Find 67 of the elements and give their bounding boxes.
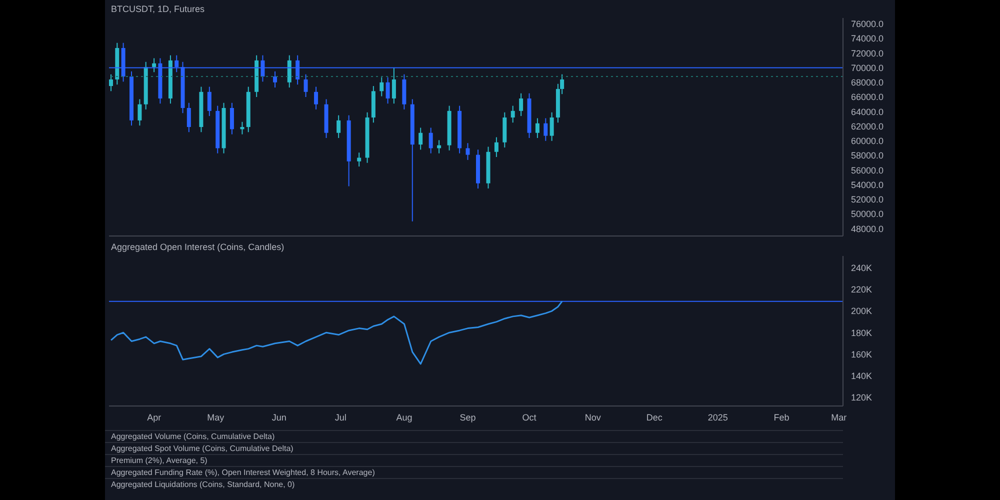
chart-title: Aggregated Open Interest (Coins, Candles) — [111, 242, 284, 252]
x-tick-label: Feb — [774, 412, 790, 422]
y-tick-label: 76000.0 — [851, 19, 884, 30]
line-series — [110, 300, 563, 365]
y-tick-label: 52000.0 — [851, 194, 884, 205]
candlestick — [519, 92, 524, 117]
y-tick-label: 64000.0 — [851, 106, 884, 117]
candlestick — [392, 67, 396, 104]
y-tick-label: 68000.0 — [851, 78, 884, 88]
candlestick — [466, 142, 470, 160]
candlestick — [109, 74, 113, 92]
candlestick — [544, 118, 548, 142]
y-tick-label: 160K — [851, 349, 872, 360]
y-tick-label: 220K — [851, 284, 872, 295]
x-tick-label: Jul — [334, 412, 346, 422]
x-tick-label: May — [207, 412, 225, 422]
y-tick-label: 48000.0 — [851, 224, 884, 234]
y-tick-label: 140K — [851, 370, 872, 381]
y-tick-label: 60000.0 — [851, 136, 884, 146]
x-tick-label: Aug — [396, 412, 412, 422]
candlestick — [314, 86, 318, 110]
candlestick — [207, 86, 212, 117]
y-tick-label: 120K — [851, 392, 872, 403]
y-tick-label: 74000.0 — [851, 34, 884, 44]
candlestick — [535, 118, 540, 138]
y-tick-label: 200K — [851, 306, 872, 316]
candlestick — [510, 105, 515, 124]
x-tick-label: Dec — [646, 412, 663, 422]
x-tick-label: Jun — [272, 412, 286, 422]
candlestick — [380, 76, 384, 97]
candlestick — [428, 127, 433, 154]
y-tick-label: 70000.0 — [851, 62, 884, 73]
y-tick-label: 54000.0 — [851, 180, 884, 190]
text: Aggregated Volume (Coins, Cumulative Delta) — [105, 430, 843, 442]
candlestick — [240, 121, 244, 135]
text: Premium (2%), Average, 5) — [105, 454, 843, 466]
y-tick-label: 50000.0 — [851, 209, 884, 220]
candlestick — [494, 136, 498, 158]
text: Aggregated Liquidations (Coins, Standard, None, 0) — [105, 478, 843, 490]
x-tick-label: 2025 — [708, 412, 728, 422]
chart-title: BTCUSDT, 1D, Futures — [111, 4, 205, 14]
candlestick — [152, 58, 156, 73]
candlestick — [336, 114, 341, 138]
candlestick — [287, 54, 292, 88]
y-tick-label: 66000.0 — [851, 92, 884, 102]
candlestick — [230, 102, 234, 135]
x-tick-label: Mar — [831, 412, 847, 422]
text: Aggregated Spot Volume (Coins, Cumulative Delta) — [105, 442, 843, 454]
y-tick-label: 180K — [851, 328, 872, 338]
candlestick — [550, 112, 554, 142]
x-tick-label: Nov — [584, 412, 602, 422]
y-tick-label: 72000.0 — [851, 48, 884, 58]
y-tick-label: 62000.0 — [851, 121, 884, 132]
x-tick-label: Oct — [522, 412, 537, 422]
y-tick-label: 58000.0 — [851, 150, 884, 161]
candlestick — [273, 70, 278, 88]
candlestick — [357, 152, 362, 168]
x-tick-label: Sep — [460, 412, 476, 422]
text: Aggregated Funding Rate (%), Open Interest Weighted, 8 Hours, Average) — [105, 466, 843, 478]
candlestick — [304, 74, 308, 98]
y-tick-label: 56000.0 — [851, 165, 884, 176]
candlestick — [138, 98, 142, 126]
candlestick — [418, 127, 423, 150]
candlestick — [386, 76, 390, 104]
candlestick — [186, 102, 191, 133]
x-tick-label: Apr — [147, 412, 162, 422]
y-tick-label: 240K — [851, 263, 872, 274]
